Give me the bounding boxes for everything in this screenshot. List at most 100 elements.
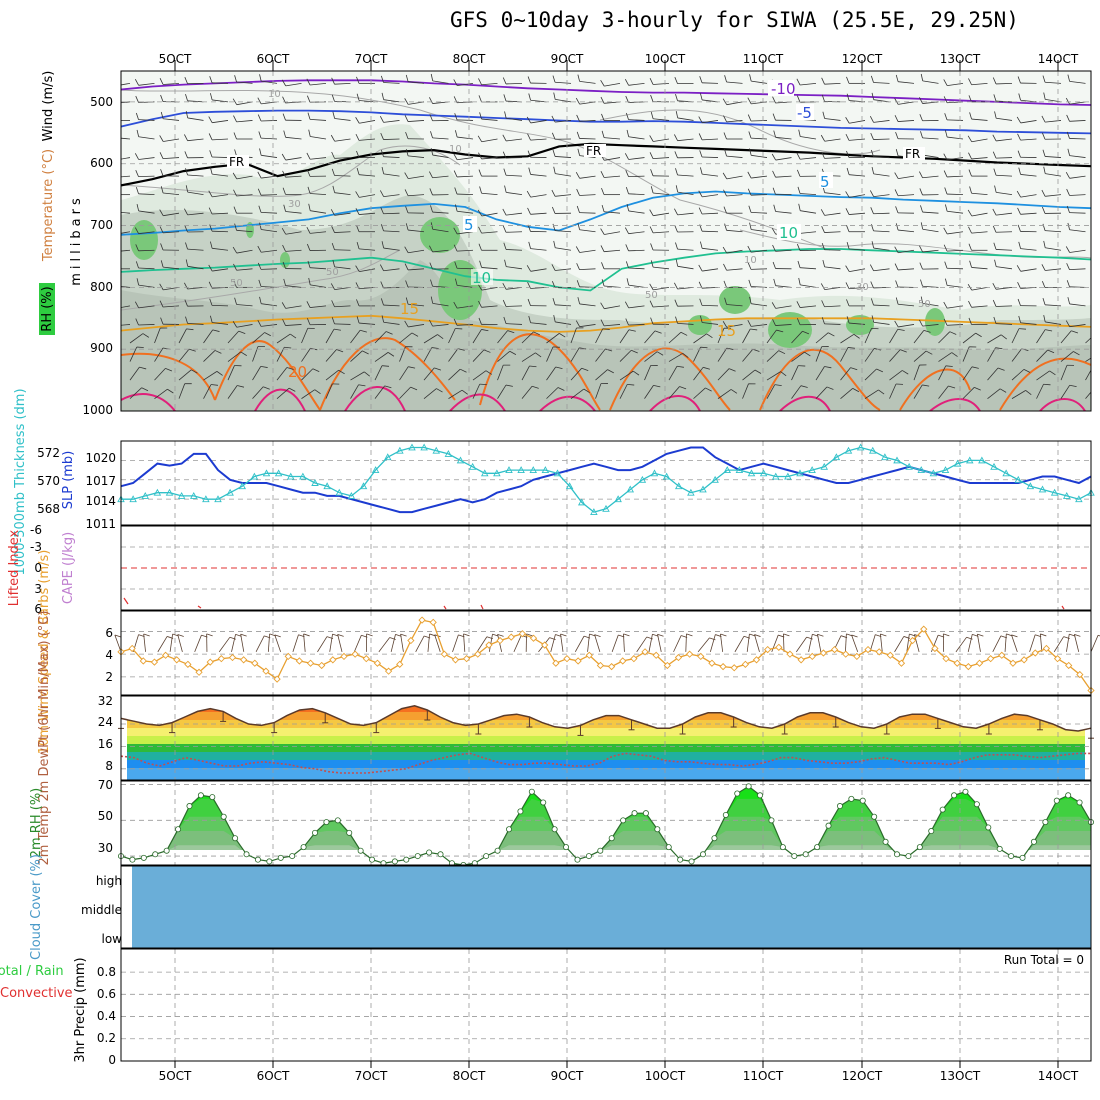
wind-barb xyxy=(374,352,395,362)
barb-flag xyxy=(968,169,972,177)
wind-barb xyxy=(380,149,400,158)
rh-point xyxy=(620,817,627,824)
barb-flag xyxy=(747,188,752,196)
wind-barb xyxy=(992,208,1013,216)
barb-flag xyxy=(845,208,850,215)
barb-flag xyxy=(994,185,997,193)
barb-flag xyxy=(747,171,752,179)
wind-barb xyxy=(185,93,204,103)
wind10m-speed-line xyxy=(117,616,1095,695)
barb-flag xyxy=(551,206,556,214)
wind-barb xyxy=(307,186,327,196)
surface-barb xyxy=(400,633,407,652)
wind-barb xyxy=(350,350,369,362)
barb-staff xyxy=(236,304,253,307)
wind-barb xyxy=(771,302,792,309)
wind-speed-point xyxy=(139,657,147,665)
barb-staff xyxy=(334,138,351,142)
barb-staff xyxy=(178,383,186,399)
barb-flag xyxy=(360,329,367,333)
barb-flag xyxy=(159,152,164,159)
barb-staff xyxy=(996,117,1013,121)
wind-barb xyxy=(281,302,302,309)
rh-point xyxy=(597,847,604,854)
wind-barb xyxy=(134,227,155,235)
rh-point xyxy=(1076,799,1083,806)
barb-staff xyxy=(644,330,656,344)
barb-staff xyxy=(619,349,632,362)
barb-staff xyxy=(653,212,670,217)
barb-staff xyxy=(121,137,131,140)
wind-barb xyxy=(154,388,174,399)
wind-barb xyxy=(455,278,474,288)
barb-staff xyxy=(971,157,988,160)
barb-staff xyxy=(677,212,694,216)
barb-flag xyxy=(111,320,114,326)
wind-barb xyxy=(332,259,351,270)
barb-flag xyxy=(780,371,787,377)
surface-barb-staff xyxy=(845,633,847,652)
wind-barb xyxy=(601,130,621,140)
wind-barb xyxy=(552,149,572,158)
barb-flag xyxy=(700,93,703,101)
barb-flag xyxy=(210,167,213,175)
barb-flag xyxy=(355,117,360,124)
barb-flag xyxy=(625,95,629,103)
barb-flag xyxy=(209,150,213,158)
wind-barb xyxy=(717,368,736,381)
barb-staff xyxy=(334,266,351,270)
rh-point xyxy=(437,851,444,858)
surface-barb xyxy=(623,633,630,652)
barb-staff xyxy=(849,138,866,141)
wind10m-panel: 2 4 6 10m Wind Speed & Barbs (m/s) xyxy=(37,550,1100,754)
barb-staff xyxy=(570,367,583,381)
barb-flag xyxy=(600,319,605,327)
surface-barb-staff xyxy=(906,633,910,652)
barb-flag xyxy=(404,189,409,196)
barb-flag xyxy=(626,204,630,212)
barb-staff xyxy=(383,82,400,84)
barb-flag xyxy=(575,246,581,253)
barb-flag xyxy=(336,349,344,353)
barb-flag xyxy=(210,241,213,249)
barb-flag xyxy=(992,208,997,216)
barb-flag xyxy=(338,369,345,375)
thickness-point xyxy=(868,446,877,454)
barb-flag xyxy=(747,262,752,270)
thickness-point xyxy=(480,469,489,477)
wind-barb xyxy=(178,328,194,344)
wind-speed-point xyxy=(596,661,605,670)
barb-staff xyxy=(628,267,645,270)
barb-flag xyxy=(552,75,556,83)
wind-barb xyxy=(301,389,321,399)
barb-staff xyxy=(236,229,253,233)
barb-staff xyxy=(873,194,890,197)
wind-barb xyxy=(723,263,743,271)
barb-staff xyxy=(824,323,841,325)
wind-barb xyxy=(521,365,537,381)
barb-staff xyxy=(521,352,536,362)
barb-flag xyxy=(895,280,899,288)
barb-staff xyxy=(457,324,474,326)
wind-barb xyxy=(601,113,620,121)
wind-barb xyxy=(282,170,302,178)
surface-barb-flag xyxy=(972,633,979,637)
wind-speed-point xyxy=(240,656,248,664)
barb-staff xyxy=(898,229,915,233)
barb-staff xyxy=(913,364,920,381)
wind-barb xyxy=(693,333,713,344)
wind-barb xyxy=(668,386,687,399)
wind-barb xyxy=(252,386,270,399)
wind-barb xyxy=(871,166,890,177)
barb-flag xyxy=(527,76,531,84)
wind-barb xyxy=(894,115,915,122)
wind-barb xyxy=(871,241,890,251)
wind-barb xyxy=(355,133,376,141)
barb-staff xyxy=(260,268,278,270)
barb-flag xyxy=(1042,149,1046,157)
thickness-point xyxy=(383,453,392,461)
barb-flag xyxy=(535,352,542,358)
barb-staff xyxy=(987,347,996,362)
wind-barb xyxy=(404,246,425,254)
barb-staff xyxy=(628,157,645,160)
